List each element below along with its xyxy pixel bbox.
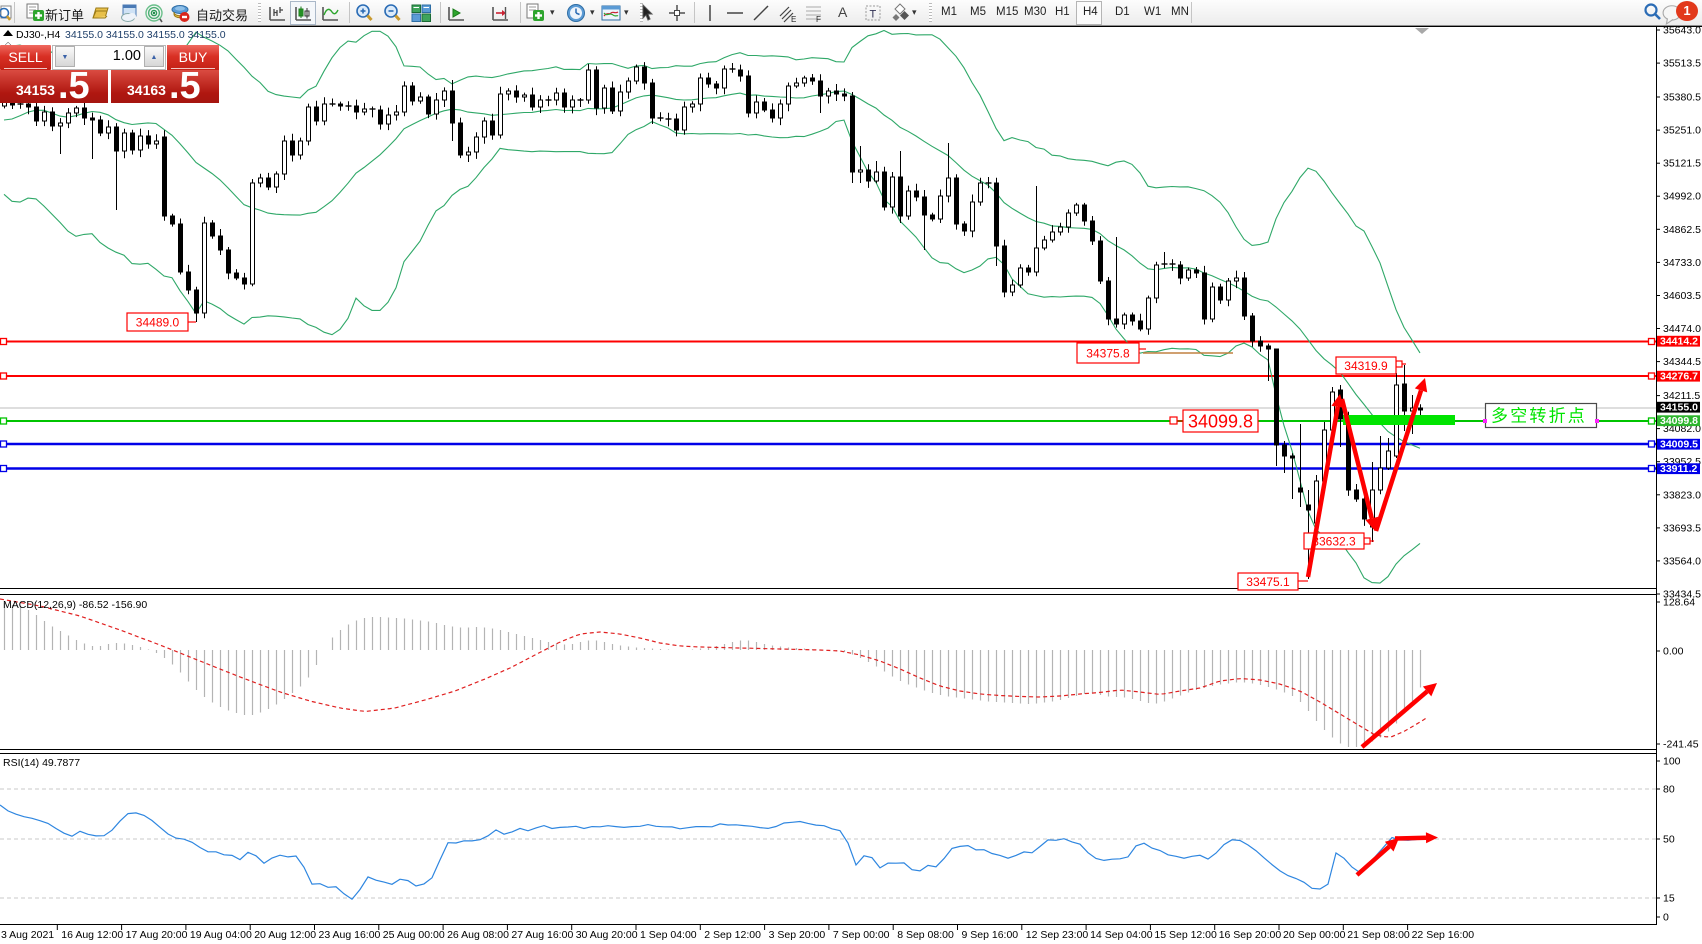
svg-text:34099.8: 34099.8 xyxy=(1660,415,1698,427)
svg-text:3 Aug 2021: 3 Aug 2021 xyxy=(1,929,54,941)
svg-text:33632.3: 33632.3 xyxy=(1312,534,1356,548)
svg-text:23 Aug 16:00: 23 Aug 16:00 xyxy=(319,929,381,941)
svg-text:20 Sep 00:00: 20 Sep 00:00 xyxy=(1283,929,1346,941)
svg-text:50: 50 xyxy=(1663,834,1675,846)
svg-text:34375.8: 34375.8 xyxy=(1086,346,1130,360)
svg-text:34082.0: 34082.0 xyxy=(1663,423,1701,435)
svg-text:16 Aug 12:00: 16 Aug 12:00 xyxy=(61,929,123,941)
svg-text:17 Aug 20:00: 17 Aug 20:00 xyxy=(126,929,188,941)
svg-text:27 Aug 16:00: 27 Aug 16:00 xyxy=(511,929,573,941)
svg-text:100: 100 xyxy=(1663,756,1681,768)
svg-text:35513.5: 35513.5 xyxy=(1663,58,1701,70)
svg-text:34474.0: 34474.0 xyxy=(1663,323,1701,335)
svg-text:33911.2: 33911.2 xyxy=(1660,463,1698,475)
svg-text:15: 15 xyxy=(1663,893,1675,905)
svg-text:-241.45: -241.45 xyxy=(1663,739,1699,751)
svg-text:1 Sep 04:00: 1 Sep 04:00 xyxy=(640,929,697,941)
svg-text:26 Aug 08:00: 26 Aug 08:00 xyxy=(447,929,509,941)
svg-text:35643.0: 35643.0 xyxy=(1663,25,1701,37)
svg-text:33693.5: 33693.5 xyxy=(1663,522,1701,534)
svg-text:34211.5: 34211.5 xyxy=(1663,390,1700,402)
svg-text:34155.0 34155.0 34155.0 34155.: 34155.0 34155.0 34155.0 34155.0 xyxy=(65,29,226,41)
svg-text:34155.0: 34155.0 xyxy=(1660,402,1698,414)
svg-text:34319.9: 34319.9 xyxy=(1344,359,1388,373)
svg-text:34414.2: 34414.2 xyxy=(1660,336,1698,348)
svg-text:9 Sep 16:00: 9 Sep 16:00 xyxy=(962,929,1019,941)
svg-text:34099.8: 34099.8 xyxy=(1188,412,1253,432)
svg-text:33823.0: 33823.0 xyxy=(1663,489,1701,501)
svg-text:34603.5: 34603.5 xyxy=(1663,290,1701,302)
svg-text:35251.0: 35251.0 xyxy=(1663,125,1701,137)
svg-text:多空转折点: 多空转折点 xyxy=(1491,407,1587,426)
svg-text:34992.0: 34992.0 xyxy=(1663,191,1701,203)
svg-text:E: E xyxy=(791,15,796,23)
svg-text:33475.1: 33475.1 xyxy=(1246,575,1290,589)
svg-text:33434.5: 33434.5 xyxy=(1663,589,1701,601)
svg-text:15 Sep 12:00: 15 Sep 12:00 xyxy=(1154,929,1217,941)
svg-text:80: 80 xyxy=(1663,784,1675,796)
svg-text:14 Sep 04:00: 14 Sep 04:00 xyxy=(1090,929,1153,941)
svg-text:34489.0: 34489.0 xyxy=(136,315,180,329)
svg-text:34733.0: 34733.0 xyxy=(1663,257,1701,269)
svg-text:22 Sep 16:00: 22 Sep 16:00 xyxy=(1412,929,1475,941)
svg-text:F: F xyxy=(816,15,821,23)
svg-text:0.00: 0.00 xyxy=(1663,646,1684,658)
svg-text:34862.5: 34862.5 xyxy=(1663,224,1701,236)
svg-text:0: 0 xyxy=(1663,912,1669,924)
svg-text:MACD(12,26,9) -86.52 -156.90: MACD(12,26,9) -86.52 -156.90 xyxy=(3,599,147,611)
svg-text:35121.5: 35121.5 xyxy=(1663,158,1701,170)
svg-text:8 Sep 08:00: 8 Sep 08:00 xyxy=(897,929,954,941)
svg-text:RSI(14) 49.7877: RSI(14) 49.7877 xyxy=(3,757,80,769)
svg-text:34009.5: 34009.5 xyxy=(1660,439,1698,451)
svg-text:30 Aug 20:00: 30 Aug 20:00 xyxy=(576,929,638,941)
svg-text:21 Sep 08:00: 21 Sep 08:00 xyxy=(1347,929,1410,941)
svg-text:33564.0: 33564.0 xyxy=(1663,555,1701,567)
svg-text:19 Aug 04:00: 19 Aug 04:00 xyxy=(190,929,252,941)
svg-text:3 Sep 20:00: 3 Sep 20:00 xyxy=(769,929,826,941)
svg-text:34276.7: 34276.7 xyxy=(1660,371,1698,383)
svg-text:2 Sep 12:00: 2 Sep 12:00 xyxy=(704,929,761,941)
svg-text:12 Sep 23:00: 12 Sep 23:00 xyxy=(1026,929,1089,941)
svg-text:128.64: 128.64 xyxy=(1663,597,1695,609)
svg-text:◇: ◇ xyxy=(5,40,12,49)
svg-text:DJ30-,H4: DJ30-,H4 xyxy=(16,29,61,41)
svg-text:25 Aug 00:00: 25 Aug 00:00 xyxy=(383,929,445,941)
svg-text:34344.5: 34344.5 xyxy=(1663,356,1701,368)
svg-text:35380.5: 35380.5 xyxy=(1663,92,1701,104)
svg-text:20 Aug 12:00: 20 Aug 12:00 xyxy=(254,929,316,941)
svg-text:T: T xyxy=(870,9,877,21)
svg-text:16 Sep 20:00: 16 Sep 20:00 xyxy=(1219,929,1282,941)
svg-text:7 Sep 00:00: 7 Sep 00:00 xyxy=(833,929,890,941)
